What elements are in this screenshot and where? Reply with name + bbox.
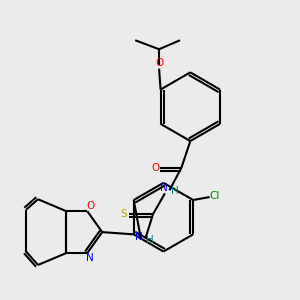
Text: S: S xyxy=(120,209,127,219)
Text: N: N xyxy=(160,183,167,193)
Text: H: H xyxy=(171,186,179,196)
Text: Cl: Cl xyxy=(209,190,220,200)
Text: N: N xyxy=(135,232,143,242)
Text: O: O xyxy=(155,58,163,68)
Text: H: H xyxy=(146,235,154,244)
Text: O: O xyxy=(151,163,159,173)
Text: N: N xyxy=(86,254,94,263)
Text: O: O xyxy=(86,201,94,212)
